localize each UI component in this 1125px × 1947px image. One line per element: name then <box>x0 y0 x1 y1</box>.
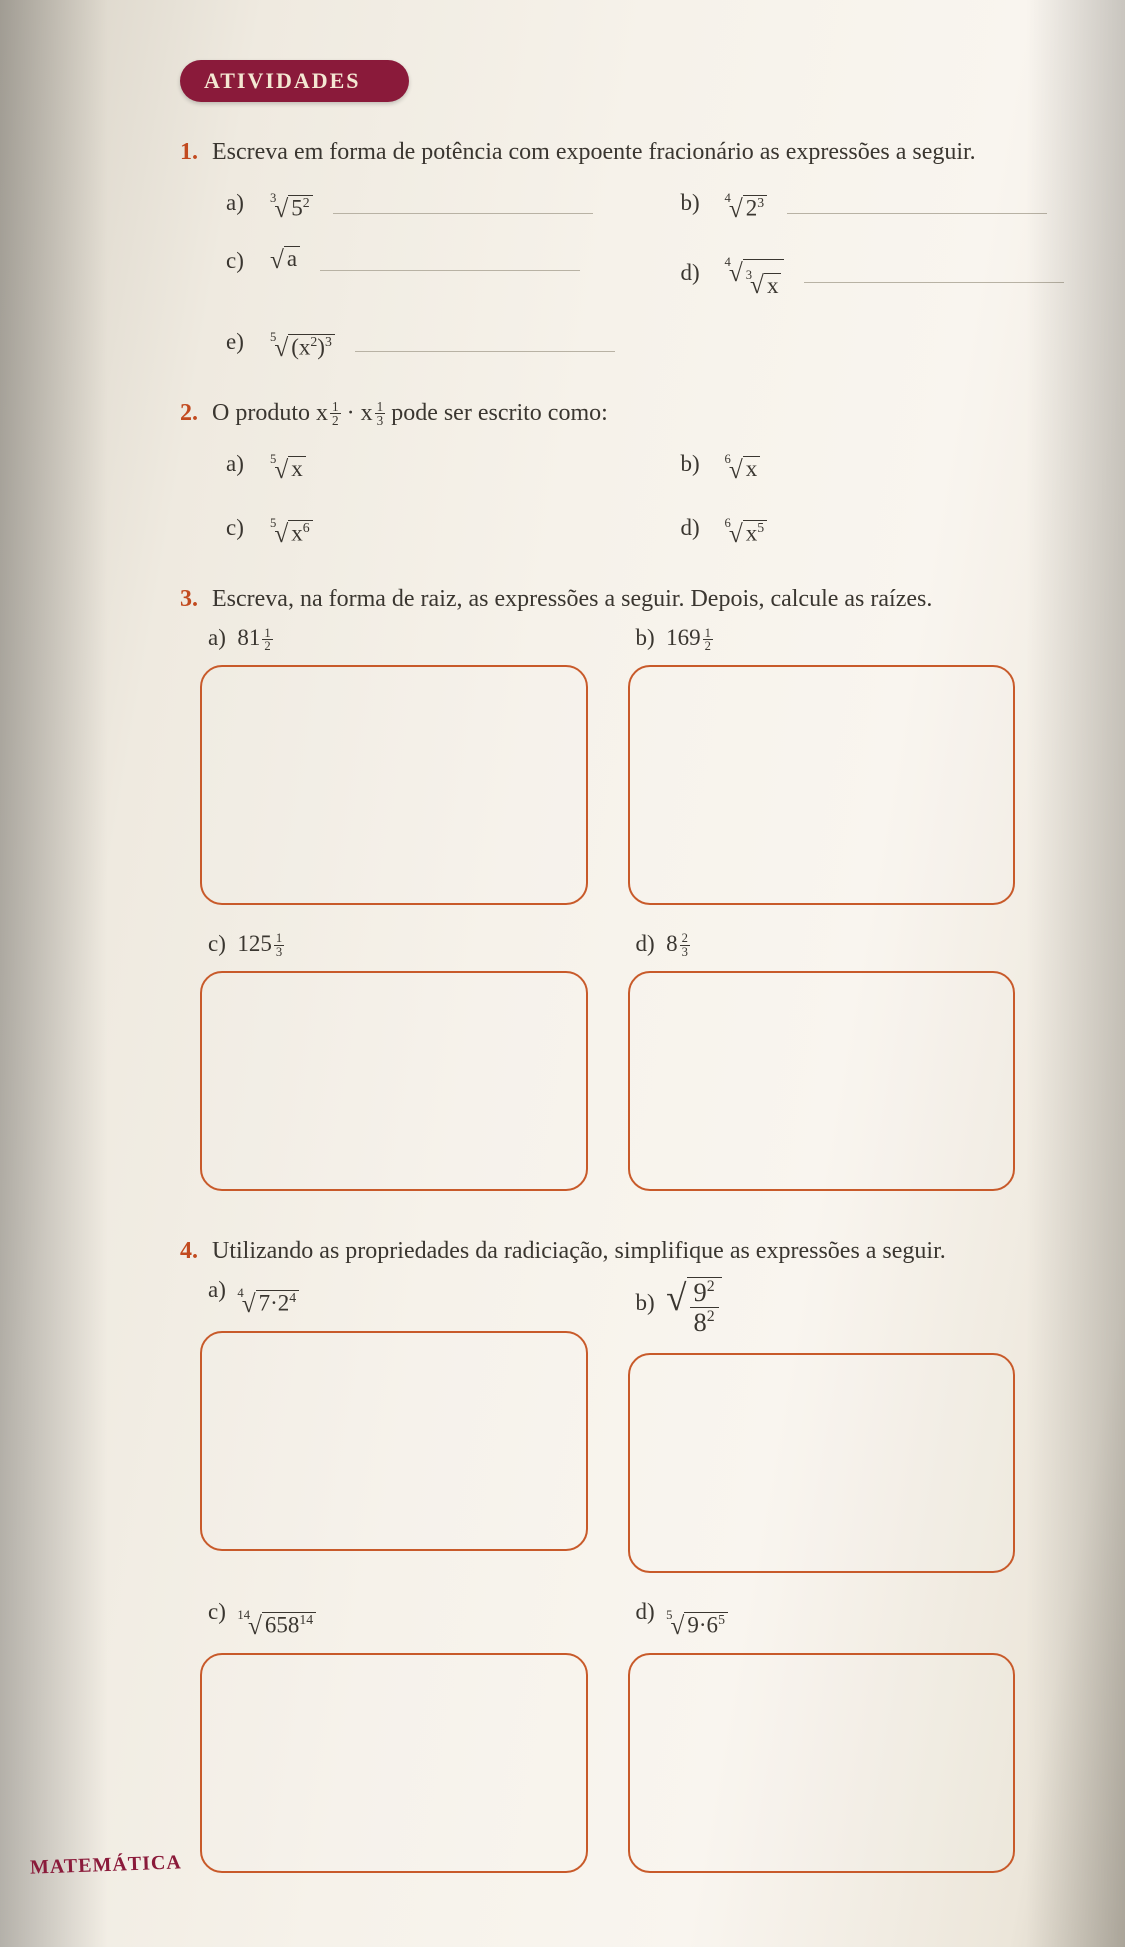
q3-b-answer-box[interactable] <box>628 665 1016 905</box>
q3-col-d: d) 823 <box>628 931 1016 1191</box>
q1-c-blank[interactable] <box>320 250 580 271</box>
activities-tab: ATIVIDADES <box>180 60 409 102</box>
q1-e-expression: 5√(x2)3 <box>270 321 335 363</box>
q1-e-label: e) <box>226 329 256 355</box>
q4-c-expression: 14√65814 <box>237 1599 316 1624</box>
q4-c-answer-box[interactable] <box>200 1653 588 1873</box>
q4-col-d: d) 5√9·65 <box>628 1599 1016 1873</box>
q1-item-e: e) 5√(x2)3 <box>226 321 621 363</box>
q3-col-b: b) 16912 <box>628 625 1016 905</box>
q1-b-label: b) <box>681 190 711 216</box>
q2-a-label: a) <box>226 451 256 477</box>
page: ATIVIDADES 1. Escreva em forma de potênc… <box>0 0 1125 1947</box>
q3-d-expression: 823 <box>666 931 690 956</box>
q3-a-expression: 8112 <box>237 625 272 650</box>
q4-c-label-row: c) 14√65814 <box>208 1599 588 1641</box>
q3-a-answer-box[interactable] <box>200 665 588 905</box>
q3-c-answer-box[interactable] <box>200 971 588 1191</box>
q2-item-b: b) 6√x <box>681 443 1076 485</box>
subject-footer-label: MATEMÁTICA <box>30 1851 183 1879</box>
q1-b-blank[interactable] <box>787 193 1047 214</box>
q3-b-label-row: b) 16912 <box>636 625 1016 653</box>
q3-text: Escreva, na forma de raiz, as expressões… <box>212 586 932 612</box>
q3-c-label-row: c) 12513 <box>208 931 588 959</box>
q1-d-label: d) <box>681 260 711 286</box>
q2-c-label: c) <box>226 515 256 541</box>
q1-c-expression: √a <box>270 246 300 275</box>
q4-d-label-row: d) 5√9·65 <box>636 1599 1016 1641</box>
q2-b-label: b) <box>681 451 711 477</box>
q2-b-expression: 6√x <box>725 443 761 485</box>
q1-item-d: d) 4√3√x <box>681 246 1076 298</box>
q2-c-expression: 5√x6 <box>270 507 313 549</box>
q3-col-c: c) 12513 <box>200 931 588 1191</box>
q4-col-a: a) 4√7·24 <box>200 1277 588 1573</box>
q1-e-blank[interactable] <box>355 331 615 352</box>
q3-col-a: a) 8112 <box>200 625 588 905</box>
q2-number: 2. <box>180 400 198 426</box>
q1-b-expression: 4√23 <box>725 182 768 224</box>
q3-number: 3. <box>180 586 198 612</box>
q4-b-answer-box[interactable] <box>628 1353 1016 1573</box>
q2-item-d: d) 6√x5 <box>681 507 1076 549</box>
q4-b-expression: √ 9282 <box>666 1286 721 1316</box>
q4-a-label-row: a) 4√7·24 <box>208 1277 588 1319</box>
question-3: 3. Escreva, na forma de raiz, as express… <box>180 583 1075 1191</box>
q1-c-label: c) <box>226 248 256 274</box>
q3-b-expression: 16912 <box>666 625 713 650</box>
q2-item-c: c) 5√x6 <box>226 507 621 549</box>
q1-item-a: a) 3√52 <box>226 182 621 224</box>
q4-number: 4. <box>180 1238 198 1264</box>
q3-d-label-row: d) 823 <box>636 931 1016 959</box>
q1-number: 1. <box>180 139 198 165</box>
q2-item-a: a) 5√x <box>226 443 621 485</box>
q4-d-answer-box[interactable] <box>628 1653 1016 1873</box>
q1-a-expression: 3√52 <box>270 182 313 224</box>
q3-d-answer-box[interactable] <box>628 971 1016 1191</box>
q1-a-label: a) <box>226 190 256 216</box>
q2-d-label: d) <box>681 515 711 541</box>
q4-a-answer-box[interactable] <box>200 1331 588 1551</box>
question-2: 2. O produto x12 · x13 pode ser escrito … <box>180 397 1075 549</box>
q3-a-label-row: a) 8112 <box>208 625 588 653</box>
q1-item-c: c) √a <box>226 246 621 275</box>
q1-item-b: b) 4√23 <box>681 182 1076 224</box>
q2-text: O produto x12 · x13 pode ser escrito com… <box>212 400 608 426</box>
q1-text: Escreva em forma de potência com expoent… <box>212 139 976 165</box>
q4-text: Utilizando as propriedades da radiciação… <box>212 1238 946 1264</box>
q1-d-expression: 4√3√x <box>725 246 785 298</box>
q2-d-expression: 6√x5 <box>725 507 768 549</box>
q4-b-label-row: b) √ 9282 <box>636 1277 1016 1341</box>
q3-c-expression: 12513 <box>237 931 284 956</box>
q1-d-blank[interactable] <box>804 262 1064 283</box>
question-1: 1. Escreva em forma de potência com expo… <box>180 136 1075 363</box>
question-4: 4. Utilizando as propriedades da radicia… <box>180 1235 1075 1874</box>
q1-a-blank[interactable] <box>333 193 593 214</box>
q2-a-expression: 5√x <box>270 443 306 485</box>
q4-col-b: b) √ 9282 <box>628 1277 1016 1573</box>
q4-d-expression: 5√9·65 <box>666 1599 728 1624</box>
q4-a-expression: 4√7·24 <box>237 1277 299 1302</box>
q4-col-c: c) 14√65814 <box>200 1599 588 1873</box>
